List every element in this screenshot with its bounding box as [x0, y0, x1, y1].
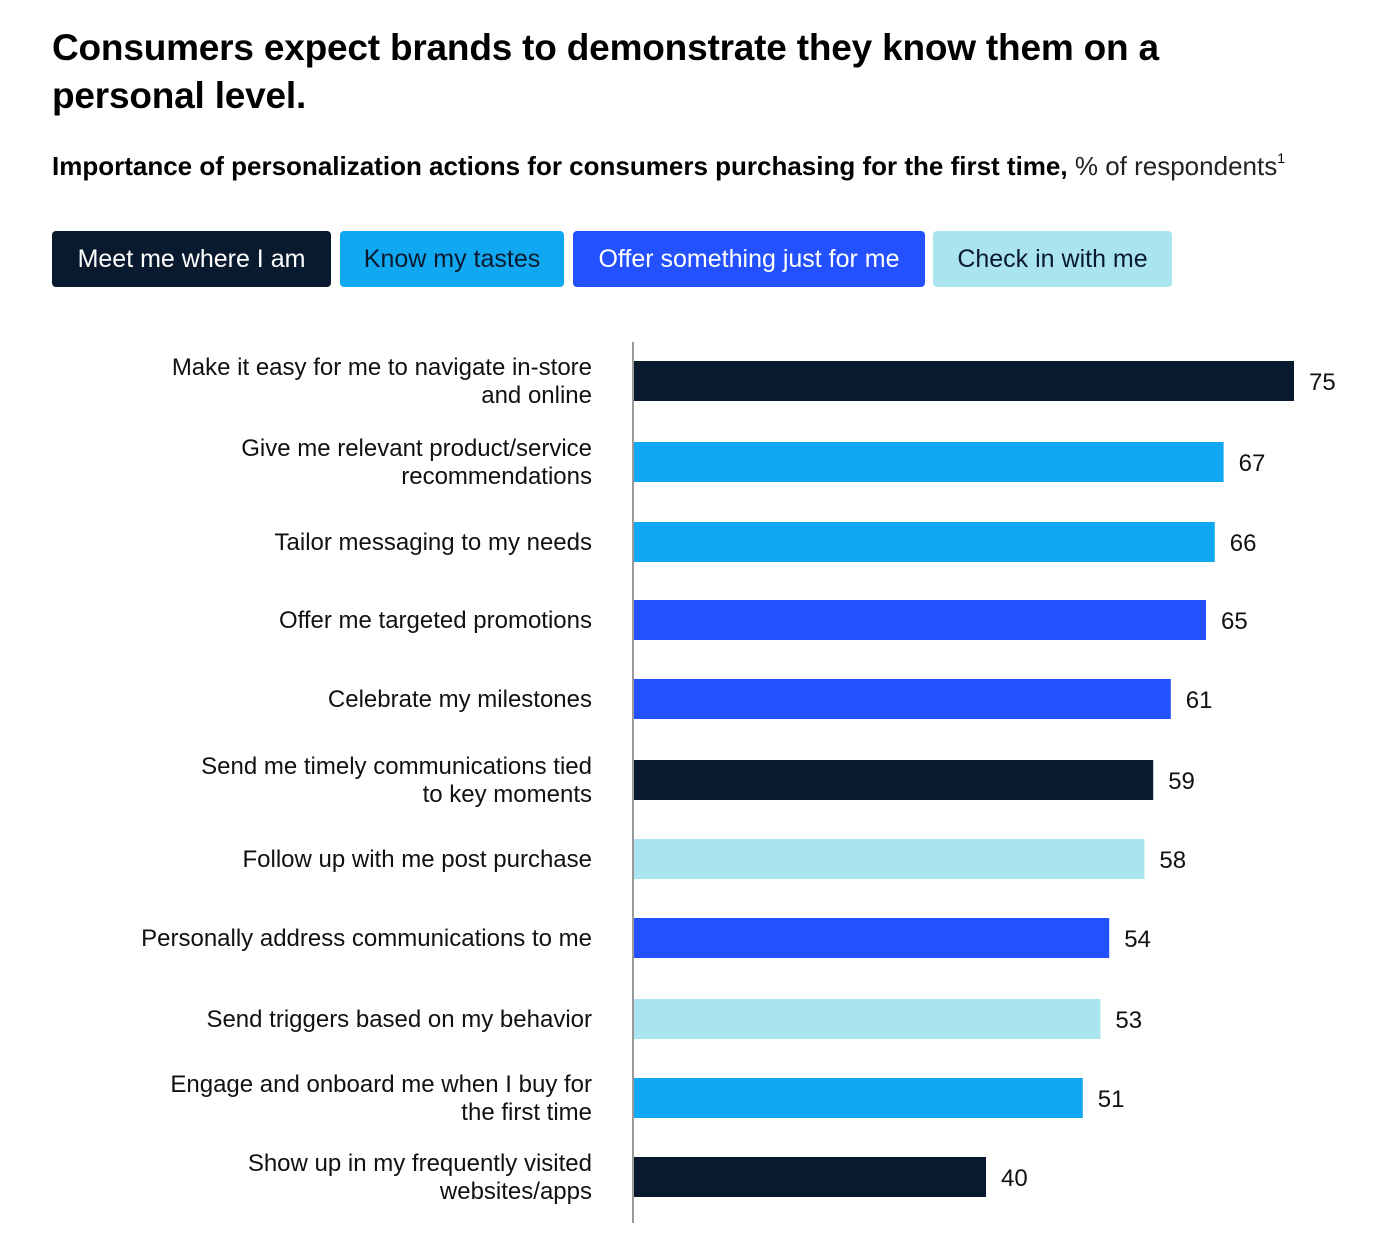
bar [634, 760, 1154, 800]
bar [634, 361, 1294, 401]
category-label: Show up in my frequently visited websites… [248, 1150, 592, 1205]
bar-value-label: 61 [1186, 687, 1213, 714]
bar [634, 522, 1215, 562]
category-label-line: Engage and onboard me when I buy for [170, 1071, 592, 1098]
bar [634, 600, 1206, 640]
legend-item-check-in-with-me: Check in with me [933, 231, 1172, 287]
category-label-line: Send triggers based on my behavior [206, 1006, 592, 1033]
category-label: Personally address communications to me [141, 925, 592, 952]
category-label: Engage and onboard me when I buy for the … [170, 1071, 592, 1126]
bar-value-label: 58 [1159, 847, 1186, 874]
category-label-line: Give me relevant product/service [241, 435, 592, 462]
category-label: Send me timely communications tied to key… [201, 753, 592, 808]
bar-value-label: 51 [1098, 1086, 1125, 1113]
bar-value-label: 66 [1230, 530, 1257, 557]
category-label-line: and online [481, 382, 592, 409]
category-label-line: Celebrate my milestones [328, 686, 592, 713]
bar [634, 679, 1171, 719]
category-label-line: Send me timely communications tied [201, 753, 592, 780]
bar-value-label: 54 [1124, 926, 1151, 953]
category-label-line: Make it easy for me to navigate in-store [172, 354, 592, 381]
category-label: Tailor messaging to my needs [275, 529, 592, 556]
category-label-line: Offer me targeted promotions [279, 607, 592, 634]
bar-value-label: 65 [1221, 608, 1248, 635]
category-label-line: Show up in my frequently visited [248, 1150, 592, 1177]
bar-chart: 75 Make it easy for me to navigate in-sto… [141, 342, 1336, 1223]
category-label: Offer me targeted promotions [279, 607, 592, 634]
category-label: Celebrate my milestones [328, 686, 592, 713]
category-label: Make it easy for me to navigate in-store… [172, 354, 592, 409]
bar-value-label: 59 [1168, 768, 1195, 795]
bar [634, 442, 1224, 482]
category-label-line: Personally address communications to me [141, 925, 592, 952]
bar-value-label: 53 [1115, 1007, 1142, 1034]
category-label-line: to key moments [423, 781, 592, 808]
bar-value-label: 75 [1309, 369, 1336, 396]
bar [634, 918, 1110, 958]
category-label-line: the first time [461, 1099, 592, 1126]
bar [634, 839, 1145, 879]
category-label-line: websites/apps [439, 1178, 592, 1205]
bar-value-label: 40 [1001, 1165, 1028, 1192]
legend-item-know-my-tastes: Know my tastes [340, 231, 564, 287]
subtitle-main: Importance of personalization actions fo… [52, 151, 1068, 181]
category-label: Give me relevant product/service recommen… [241, 435, 592, 490]
footnote-marker: 1 [1277, 150, 1286, 166]
legend-item-meet-me-where-i-am: Meet me where I am [52, 231, 331, 287]
chart-subtitle: Importance of personalization actions fo… [52, 149, 1392, 183]
bar [634, 999, 1101, 1039]
category-label: Follow up with me post purchase [243, 846, 593, 873]
category-label-line: Tailor messaging to my needs [275, 529, 592, 556]
category-label-line: Follow up with me post purchase [243, 846, 593, 873]
chart-title: Consumers expect brands to demonstrate t… [52, 27, 1159, 116]
subtitle-unit: % of respondents [1074, 151, 1278, 181]
bar [634, 1157, 986, 1197]
bar [634, 1078, 1083, 1118]
bar-value-label: 67 [1239, 450, 1266, 477]
legend-item-offer-something-just-for-me: Offer something just for me [573, 231, 925, 287]
category-label: Send triggers based on my behavior [206, 1006, 592, 1033]
category-label-line: recommendations [401, 463, 592, 490]
